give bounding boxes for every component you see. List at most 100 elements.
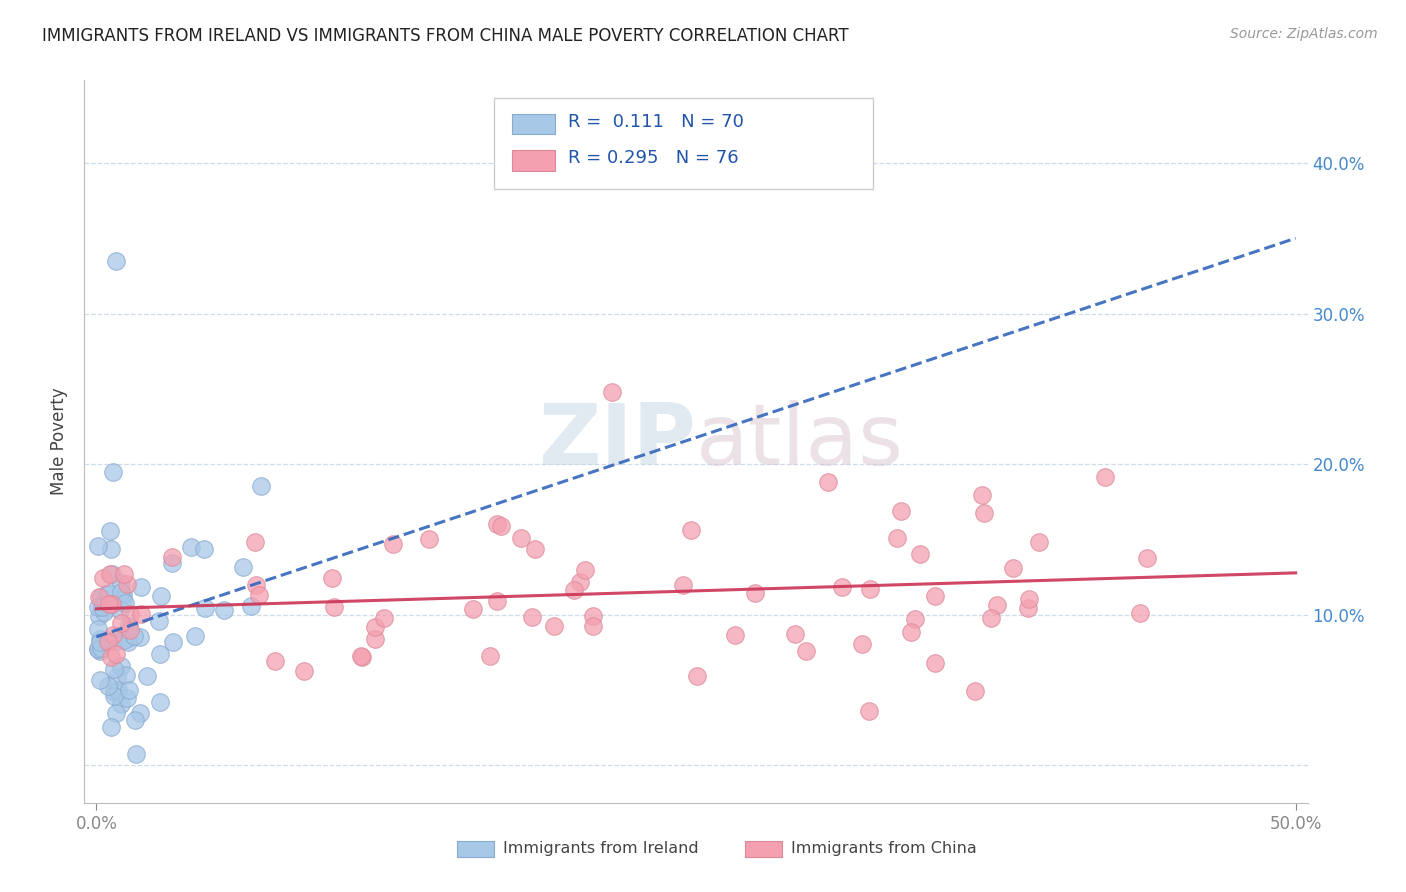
Point: [148, 615, 170, 629]
Point: [908, 548, 931, 562]
Point: [478, 648, 501, 663]
Point: [103, 685, 125, 699]
Point: [100, 650, 122, 665]
Point: [101, 465, 124, 479]
Point: [100, 541, 122, 556]
Point: [970, 488, 993, 502]
Text: atlas: atlas: [696, 400, 904, 483]
Point: [582, 619, 605, 633]
Point: [1129, 606, 1152, 620]
Point: [1094, 470, 1116, 484]
Point: [183, 629, 205, 643]
Point: [110, 659, 132, 673]
Point: [1017, 601, 1039, 615]
Point: [108, 602, 131, 616]
Point: [124, 713, 146, 727]
Point: [858, 704, 880, 718]
Point: [96, 587, 118, 601]
Point: [485, 516, 508, 531]
Point: [582, 608, 605, 623]
Point: [103, 662, 125, 676]
Point: [418, 533, 440, 547]
Point: [831, 580, 853, 594]
Point: [1018, 592, 1040, 607]
Point: [100, 597, 122, 611]
Point: [115, 668, 138, 682]
Point: [180, 541, 202, 555]
Point: [115, 577, 138, 591]
Point: [562, 583, 585, 598]
Point: [110, 616, 132, 631]
Point: [232, 560, 254, 574]
Text: IMMIGRANTS FROM IRELAND VS IMMIGRANTS FROM CHINA MALE POVERTY CORRELATION CHART: IMMIGRANTS FROM IRELAND VS IMMIGRANTS FR…: [42, 27, 849, 45]
Point: [104, 253, 127, 268]
Point: [91, 600, 114, 615]
Text: Immigrants from Ireland: Immigrants from Ireland: [503, 841, 699, 855]
Point: [239, 599, 262, 613]
Point: [903, 612, 925, 626]
Point: [117, 635, 139, 649]
Point: [125, 747, 148, 761]
Point: [105, 706, 128, 720]
Point: [105, 647, 128, 661]
Point: [543, 618, 565, 632]
Point: [924, 590, 946, 604]
Point: [250, 479, 273, 493]
Point: [86, 642, 108, 657]
Point: [194, 601, 217, 615]
Point: [120, 623, 142, 637]
Point: [105, 634, 128, 648]
Bar: [513, 151, 555, 170]
Point: [350, 649, 373, 664]
Point: [91, 571, 114, 585]
Y-axis label: Male Poverty: Male Poverty: [51, 388, 69, 495]
Point: [101, 628, 124, 642]
Point: [523, 541, 546, 556]
Point: [98, 585, 121, 599]
Point: [118, 619, 141, 633]
Point: [794, 643, 817, 657]
Point: [107, 682, 129, 697]
Point: [924, 656, 946, 670]
Point: [98, 567, 121, 582]
Point: [89, 673, 111, 687]
Point: [118, 607, 141, 621]
Point: [87, 608, 110, 623]
Point: [114, 596, 136, 610]
Point: [1136, 550, 1159, 565]
Point: [105, 685, 128, 699]
Point: [112, 566, 135, 581]
Point: [98, 597, 121, 611]
Point: [1028, 535, 1050, 549]
Point: [723, 628, 745, 642]
Point: [364, 620, 387, 634]
Point: [851, 637, 873, 651]
Point: [110, 697, 132, 711]
Point: [686, 669, 709, 683]
Point: [117, 690, 139, 705]
Point: [97, 632, 120, 647]
Point: [890, 504, 912, 518]
Point: [110, 576, 132, 591]
Point: [89, 644, 111, 658]
Point: [859, 582, 882, 596]
Point: [149, 695, 172, 709]
Point: [193, 542, 215, 557]
Point: [111, 586, 134, 600]
Point: [212, 602, 235, 616]
Point: [162, 634, 184, 648]
Point: [105, 670, 128, 684]
Point: [131, 607, 153, 621]
Point: [364, 632, 387, 647]
Point: [463, 602, 485, 616]
Point: [135, 669, 157, 683]
Point: [350, 648, 373, 663]
Text: Immigrants from China: Immigrants from China: [792, 841, 977, 855]
Bar: [745, 841, 782, 857]
Text: ZIP: ZIP: [538, 400, 696, 483]
Point: [150, 589, 173, 603]
Point: [111, 592, 134, 607]
Point: [965, 684, 987, 698]
Point: [247, 588, 270, 602]
Point: [245, 577, 267, 591]
